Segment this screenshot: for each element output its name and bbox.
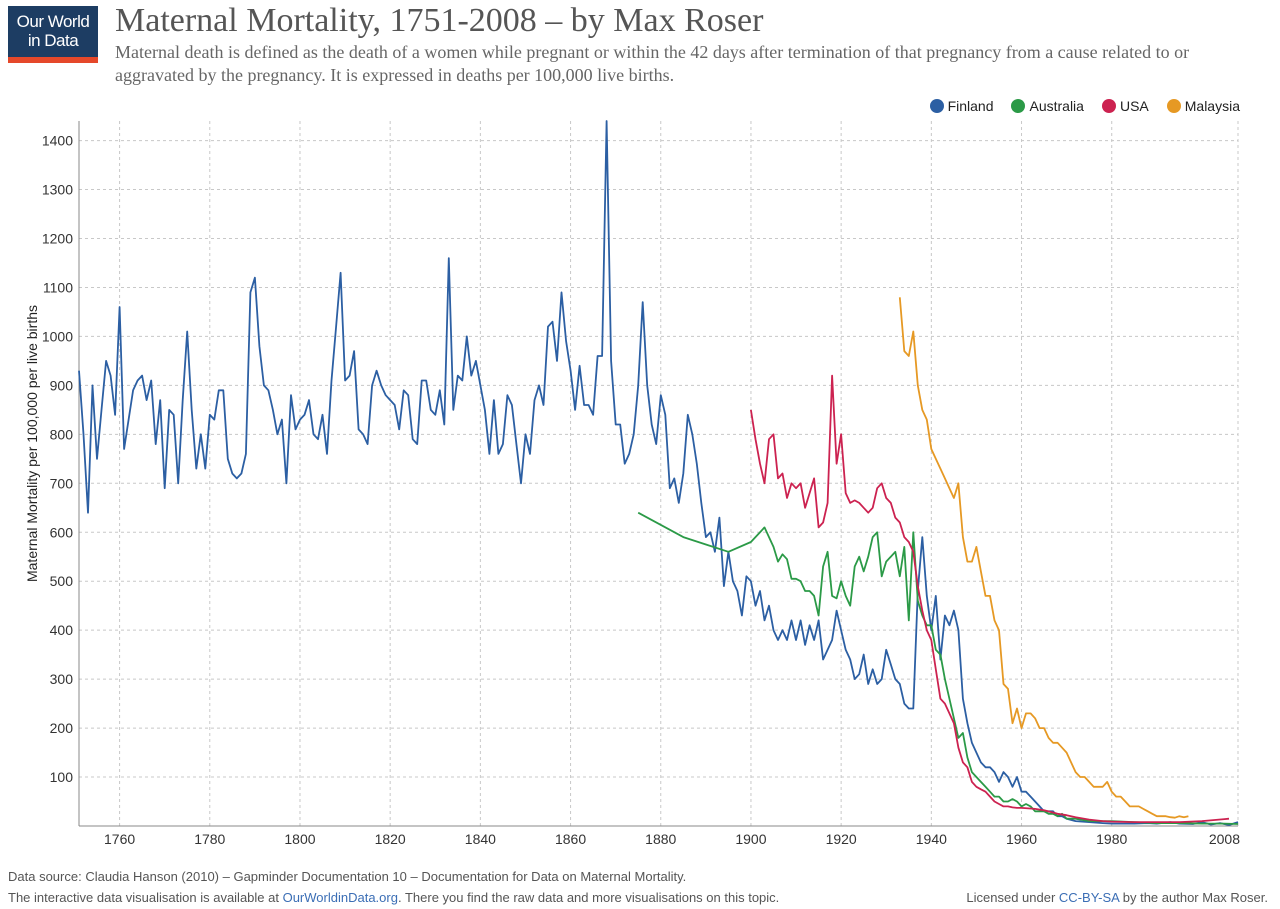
legend-label: Australia	[1029, 98, 1084, 114]
x-tick-label: 1960	[1006, 831, 1037, 847]
y-tick-label: 400	[50, 622, 74, 638]
chart-legend: Finland Australia USA Malaysia	[929, 98, 1240, 114]
series-line-australia[interactable]	[637, 511, 1239, 825]
y-tick-label: 500	[50, 573, 74, 589]
license-note: Licensed under CC-BY-SA by the author Ma…	[966, 890, 1268, 905]
legend-color-dot	[1011, 99, 1026, 113]
y-tick-label: 600	[50, 524, 74, 540]
viz-suffix: . There you find the raw data and more v…	[397, 890, 780, 905]
x-tick-label: 1860	[555, 831, 586, 847]
owid-logo[interactable]: Our World in Data	[8, 6, 98, 63]
chart-title: Maternal Mortality, 1751-2008 – by Max R…	[115, 2, 764, 39]
chart-subtitle: Maternal death is defined as the death o…	[115, 42, 1190, 85]
y-tick-label: 100	[50, 769, 74, 785]
x-tick-label: 1920	[826, 831, 857, 847]
logo-line-1: Our World	[16, 12, 90, 31]
x-tick-label: 1840	[465, 831, 496, 847]
license-suffix: by the author Max Roser.	[1119, 890, 1268, 905]
y-tick-label: 1400	[42, 133, 73, 149]
logo-line-2: in Data	[27, 31, 79, 50]
y-tick-label: 900	[50, 377, 74, 393]
y-tick-label: 1300	[42, 182, 73, 198]
x-tick-label: 1980	[1096, 831, 1127, 847]
x-tick-label: 2008	[1209, 831, 1240, 847]
y-tick-label: 1000	[42, 328, 73, 344]
series-line-malaysia[interactable]	[898, 297, 1189, 819]
legend-color-dot	[1101, 99, 1116, 113]
x-tick-label: 1940	[916, 831, 947, 847]
y-tick-label: 1100	[43, 279, 73, 295]
series-line-usa[interactable]	[750, 374, 1230, 823]
legend-item-australia[interactable]: Australia	[1011, 98, 1084, 114]
legend-color-dot	[929, 99, 944, 113]
owid-link[interactable]: OurWorldinData.org	[282, 890, 398, 905]
license-prefix: Licensed under	[966, 890, 1059, 905]
data-source-note: Data source: Claudia Hanson (2010) – Gap…	[8, 869, 687, 884]
legend-item-usa[interactable]: USA	[1101, 98, 1149, 114]
legend-label: Finland	[947, 98, 994, 114]
x-tick-label: 1760	[104, 831, 135, 847]
x-tick-label: 1800	[284, 831, 315, 847]
y-tick-label: 300	[50, 671, 74, 687]
legend-item-finland[interactable]: Finland	[929, 98, 994, 114]
line-chart: 100 200 300 400 500 600 700 800 900 1000 1100 1200 1…	[24, 120, 1240, 847]
series-line-finland[interactable]	[78, 120, 1239, 826]
x-tick-label: 1880	[645, 831, 676, 847]
visualisation-note: The interactive data visualisation is av…	[8, 890, 779, 905]
legend-color-dot	[1166, 99, 1181, 113]
x-tick-label: 1900	[735, 831, 766, 847]
y-tick-label: 700	[50, 475, 74, 491]
y-axis-label: Maternal Mortality per 100,000 per live …	[24, 305, 40, 582]
x-tick-label: 1780	[194, 831, 225, 847]
y-tick-label: 1200	[42, 231, 73, 247]
legend-label: Malaysia	[1184, 98, 1240, 114]
x-tick-label: 1820	[375, 831, 406, 847]
y-tick-label: 800	[50, 426, 74, 442]
legend-item-malaysia[interactable]: Malaysia	[1166, 98, 1240, 114]
license-link[interactable]: CC-BY-SA	[1058, 890, 1120, 905]
legend-label: USA	[1119, 98, 1149, 114]
y-tick-label: 200	[50, 720, 74, 736]
viz-prefix: The interactive data visualisation is av…	[8, 890, 283, 905]
